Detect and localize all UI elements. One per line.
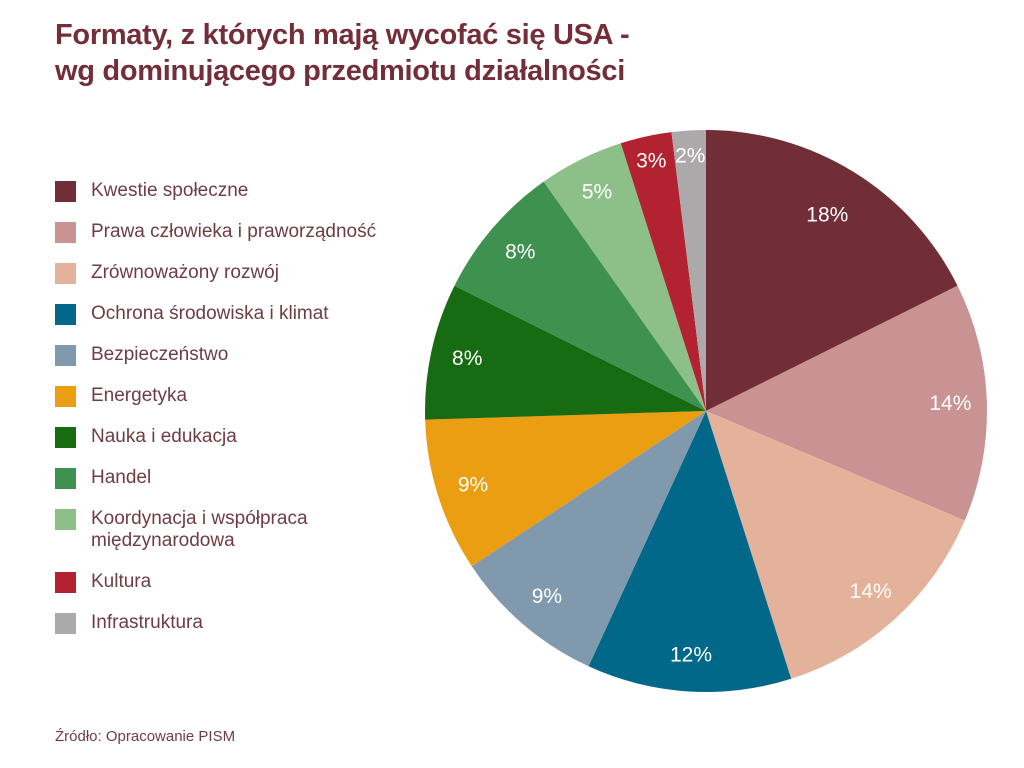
pie-slice-energetyka [425, 411, 706, 567]
legend-swatch [55, 572, 76, 594]
source-note: Źródło: Opracowanie PISM [55, 728, 236, 745]
legend-item-kwestie-spo-eczne: Kwestie społeczne [55, 180, 415, 202]
title-line-2: wg dominującego przedmiotu działalności [55, 54, 625, 87]
legend-label: Kultura [91, 571, 152, 593]
legend-label: Zrównoważony rozwój [91, 262, 279, 284]
pie-slice-bezpiecze-stwo [471, 411, 706, 667]
legend-item-prawa-cz-owieka-i-praworz-dno: Prawa człowieka i praworządność [55, 221, 415, 244]
legend-item-zr-wnowa-ony-rozw-j: Zrównoważony rozwój [55, 262, 415, 285]
pie-slice-kultura [620, 132, 706, 411]
pie-slice-koordynacja-i-wsp-praca-mi-dzynarodowa [543, 143, 706, 411]
pie-slice-infrastruktura [671, 130, 706, 411]
pie-slice-data-label: 9% [458, 474, 488, 497]
pie-slice-kwestie-spo-eczne [706, 130, 958, 411]
pie-slice-data-label: 18% [806, 204, 848, 227]
pie-slice-data-label: 8% [452, 347, 482, 370]
legend-item-handel: Handel [55, 467, 415, 490]
pie-slice-data-label: 14% [850, 580, 892, 603]
legend-label: Infrastruktura [91, 612, 203, 634]
legend-item-ochrona-rodowiska-i-klimat: Ochrona środowiska i klimat [55, 303, 415, 326]
pie-slice-nauka-i-edukacja [424, 285, 706, 420]
legend-label: Kwestie społeczne [91, 180, 249, 201]
pie-slice-data-label: 5% [582, 181, 612, 204]
page-title: Formaty, z których mają wycofać się USA … [55, 18, 630, 89]
legend-swatch [55, 613, 76, 635]
legend-swatch [55, 345, 76, 367]
pie-slice-data-label: 3% [636, 150, 666, 173]
legend-item-kultura: Kultura [55, 571, 415, 594]
chart-legend: Kwestie społeczne Prawa człowieka i prawo… [55, 180, 415, 653]
legend-item-energetyka: Energetyka [55, 385, 415, 408]
legend-label: Koordynacja i współpraca międzynarodowa [91, 508, 308, 552]
legend-swatch [55, 427, 76, 449]
legend-swatch [55, 468, 76, 490]
legend-label: Handel [91, 467, 152, 489]
pie-slice-data-label: 9% [532, 585, 562, 608]
legend-item-infrastruktura: Infrastruktura [55, 612, 415, 635]
legend-swatch [55, 386, 76, 408]
pie-slice-handel [454, 181, 706, 411]
legend-swatch [55, 304, 76, 326]
legend-item-koordynacja-i-wsp-praca-mi-dzynarodowa: Koordynacja i współpraca międzynarodowa [55, 508, 415, 552]
legend-swatch [55, 222, 76, 244]
legend-item-bezpiecze-stwo: Bezpieczeństwo [55, 344, 415, 367]
legend-label: Bezpieczeństwo [91, 344, 229, 366]
legend-swatch [55, 181, 76, 202]
legend-swatch [55, 263, 76, 285]
legend-label: Ochrona środowiska i klimat [91, 303, 329, 325]
legend-swatch [55, 509, 76, 531]
legend-label: Nauka i edukacja [91, 426, 237, 448]
title-line-1: Formaty, z których mają wycofać się USA … [55, 19, 630, 51]
pie-slice-data-label: 14% [929, 392, 971, 415]
legend-item-nauka-i-edukacja: Nauka i edukacja [55, 426, 415, 449]
pie-slice-data-label: 8% [505, 240, 535, 263]
pie-slice-data-label: 2% [675, 144, 705, 167]
legend-label: Prawa człowieka i praworządność [91, 221, 377, 243]
pie-slice-data-label: 12% [670, 644, 712, 667]
legend-label: Energetyka [91, 385, 188, 407]
pie-slice-ochrona-rodowiska-i-klimat [588, 411, 792, 693]
pie-slice-prawa-cz-owieka-i-praworz-dno [706, 285, 987, 521]
pie-slice-zr-wnowa-ony-rozw-j [706, 411, 965, 679]
